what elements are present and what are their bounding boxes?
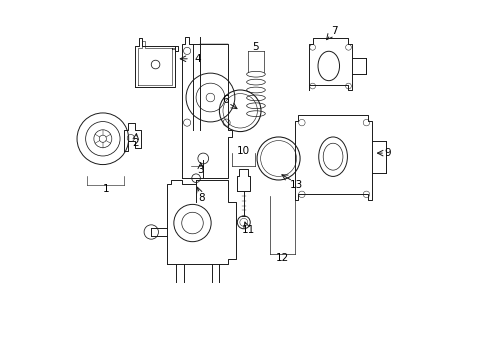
Text: 9: 9 — [384, 148, 390, 158]
Text: 11: 11 — [241, 225, 254, 235]
Text: 5: 5 — [252, 42, 259, 51]
Text: 10: 10 — [236, 145, 249, 156]
Text: 1: 1 — [103, 184, 109, 194]
Text: 12: 12 — [275, 253, 288, 263]
Text: 8: 8 — [198, 193, 204, 203]
Text: 7: 7 — [331, 26, 338, 36]
Text: 13: 13 — [289, 180, 303, 190]
Text: 4: 4 — [194, 54, 201, 64]
Text: 6: 6 — [222, 95, 228, 105]
Text: 2: 2 — [132, 139, 139, 148]
Text: 3: 3 — [197, 165, 203, 175]
